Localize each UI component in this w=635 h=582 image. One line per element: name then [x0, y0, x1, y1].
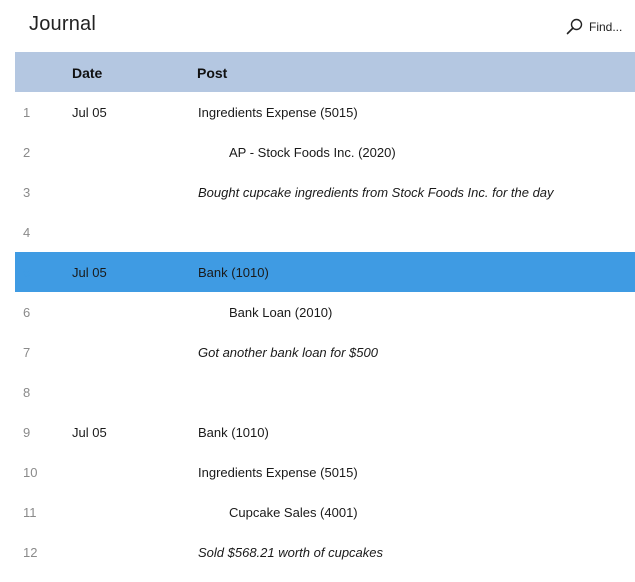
row-number: 10 — [23, 465, 38, 480]
column-header-post[interactable]: Post — [197, 65, 228, 81]
grid-rows: 1 Jul 05 Ingredients Expense (5015) 2 AP - S… — [15, 92, 635, 572]
table-row[interactable]: 11 Cupcake Sales (4001) — [15, 492, 635, 532]
row-number: 7 — [23, 345, 31, 360]
table-row[interactable]: 7 Got another bank loan for $500 — [15, 332, 635, 372]
row-post: AP - Stock Foods Inc. (2020) — [229, 145, 396, 160]
table-row[interactable]: 2 AP - Stock Foods Inc. (2020) — [15, 132, 635, 172]
table-row[interactable]: 9 Jul 05 Bank (1010) — [15, 412, 635, 452]
row-number: 8 — [23, 385, 31, 400]
page-title: Journal — [29, 13, 96, 35]
row-post: Cupcake Sales (4001) — [229, 505, 358, 520]
row-number: 3 — [23, 185, 31, 200]
table-row[interactable]: 8 — [15, 372, 635, 412]
table-row[interactable]: 5 Jul 05 Bank (1010) — [15, 252, 635, 292]
table-row[interactable]: 12 Sold $568.21 worth of cupcakes — [15, 532, 635, 572]
row-number: 5 — [23, 265, 31, 280]
row-number: 4 — [23, 225, 31, 240]
journal-grid: Date Post 1 Jul 05 Ingredients Expense (50… — [15, 52, 635, 572]
table-row[interactable]: 1 Jul 05 Ingredients Expense (5015) — [15, 92, 635, 132]
find-button[interactable]: Find... — [566, 18, 622, 35]
table-row[interactable]: 10 Ingredients Expense (5015) — [15, 452, 635, 492]
column-header-date[interactable]: Date — [72, 65, 103, 81]
row-number: 2 — [23, 145, 31, 160]
row-number: 1 — [23, 105, 31, 120]
search-icon — [566, 18, 583, 35]
row-number: 6 — [23, 305, 31, 320]
row-number: 11 — [23, 505, 37, 520]
row-date: Jul 05 — [72, 425, 107, 440]
table-row[interactable]: 3 Bought cupcake ingredients from Stock F… — [15, 172, 635, 212]
row-date: Jul 05 — [72, 265, 107, 280]
grid-header: Date Post — [15, 52, 635, 92]
table-row[interactable]: 6 Bank Loan (2010) — [15, 292, 635, 332]
table-row[interactable]: 4 — [15, 212, 635, 252]
row-date: Jul 05 — [72, 105, 107, 120]
row-number: 12 — [23, 545, 38, 560]
row-memo: Got another bank loan for $500 — [198, 345, 378, 360]
row-number: 9 — [23, 425, 31, 440]
row-memo: Bought cupcake ingredients from Stock Fo… — [198, 185, 554, 200]
row-post: Ingredients Expense (5015) — [198, 465, 358, 480]
row-memo: Sold $568.21 worth of cupcakes — [198, 545, 384, 560]
row-post: Bank Loan (2010) — [229, 305, 333, 320]
row-post: Bank (1010) — [198, 265, 269, 280]
find-label: Find... — [589, 19, 623, 34]
row-post: Ingredients Expense (5015) — [198, 105, 358, 120]
row-post: Bank (1010) — [198, 425, 269, 440]
